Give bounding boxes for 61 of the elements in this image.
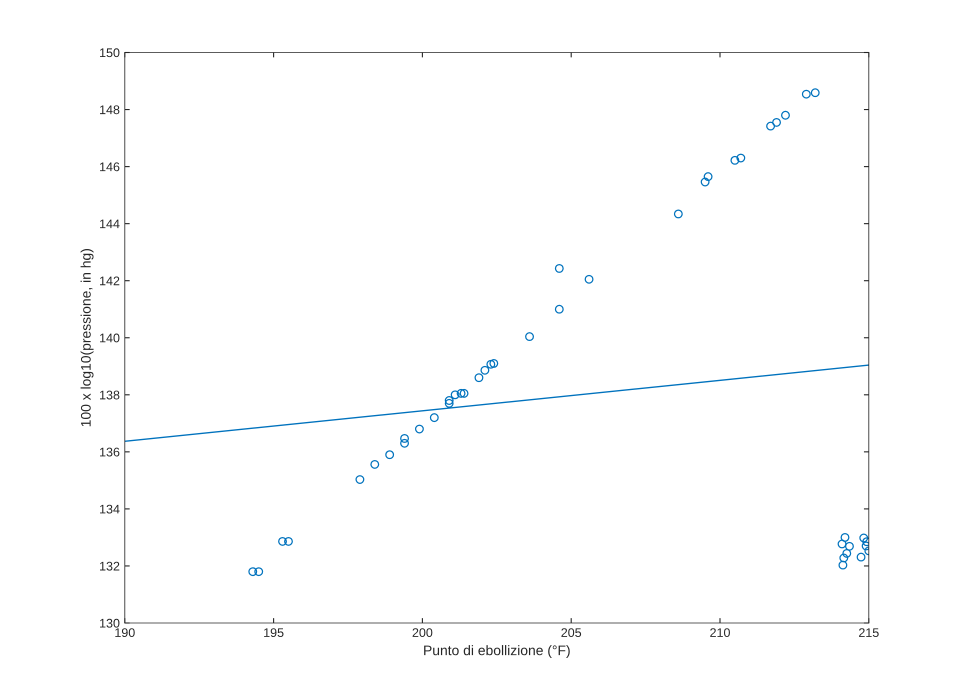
point bbox=[856, 552, 866, 562]
y-axis-title: 100 x log10(pressione, in hg) bbox=[80, 249, 94, 426]
y-tick-label: 150 bbox=[100, 48, 120, 58]
y-tick-label: 148 bbox=[100, 105, 120, 114]
point bbox=[704, 172, 713, 182]
point bbox=[674, 210, 683, 218]
point bbox=[444, 396, 454, 405]
point bbox=[278, 536, 287, 546]
point bbox=[584, 274, 594, 284]
x-tick-label: 205 bbox=[561, 628, 582, 638]
y-tick-label: 144 bbox=[100, 220, 120, 228]
y-tick-label: 130 bbox=[100, 618, 120, 628]
point bbox=[456, 388, 466, 398]
point bbox=[400, 438, 409, 448]
point bbox=[355, 475, 364, 484]
point bbox=[414, 424, 424, 434]
point bbox=[489, 358, 498, 368]
y-tick-label: 134 bbox=[100, 504, 120, 514]
y-tick-label: 146 bbox=[100, 162, 120, 172]
point bbox=[370, 460, 380, 469]
x-tick-label: 190 bbox=[115, 628, 135, 638]
point bbox=[400, 434, 409, 443]
point bbox=[554, 304, 564, 314]
point bbox=[554, 264, 564, 273]
point bbox=[430, 413, 439, 422]
point bbox=[486, 360, 496, 369]
point bbox=[736, 154, 746, 162]
point bbox=[385, 450, 394, 460]
x-axis-title: Punto di ebollizione (°F) bbox=[424, 645, 570, 658]
x-tick-label: 195 bbox=[264, 628, 284, 638]
point bbox=[525, 332, 534, 342]
x-tick-label: 210 bbox=[710, 628, 730, 638]
y-tick-label: 132 bbox=[100, 562, 120, 571]
point bbox=[839, 554, 848, 562]
point bbox=[460, 388, 469, 398]
x-tick-label: 215 bbox=[859, 628, 879, 638]
point bbox=[838, 560, 848, 570]
point bbox=[802, 90, 811, 99]
point bbox=[450, 390, 460, 400]
y-tick-label: 140 bbox=[100, 334, 120, 342]
point bbox=[766, 122, 776, 131]
point bbox=[772, 118, 781, 127]
point bbox=[730, 156, 740, 165]
point bbox=[248, 567, 258, 576]
y-tick-label: 142 bbox=[100, 276, 120, 286]
point bbox=[840, 532, 850, 542]
x-tick-label: 200 bbox=[412, 628, 432, 638]
point bbox=[474, 373, 484, 382]
y-tick-label: 138 bbox=[100, 390, 120, 400]
point bbox=[284, 536, 293, 546]
point bbox=[480, 366, 490, 375]
point bbox=[781, 110, 790, 120]
point bbox=[859, 534, 868, 542]
point bbox=[842, 548, 852, 558]
y-tick-label: 136 bbox=[100, 448, 120, 456]
point bbox=[810, 88, 820, 98]
point bbox=[254, 567, 264, 576]
point bbox=[444, 398, 454, 408]
point bbox=[838, 540, 846, 548]
point bbox=[700, 178, 710, 186]
point bbox=[845, 542, 854, 551]
